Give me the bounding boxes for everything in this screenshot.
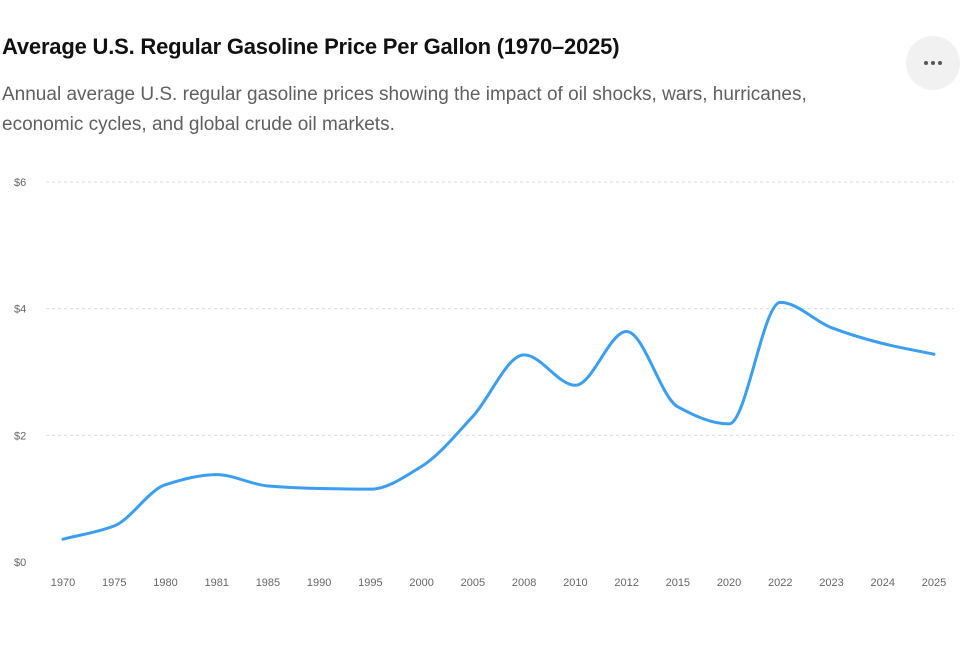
- series-line-gas-price: [61, 300, 936, 541]
- more-horizontal-icon: [924, 61, 942, 65]
- x-tick-label: 1980: [153, 577, 177, 589]
- x-tick-label: 1981: [204, 577, 228, 589]
- x-tick-label: 1990: [307, 577, 331, 589]
- x-tick-label: 2022: [768, 577, 792, 589]
- grid-lines: [46, 181, 954, 436]
- y-tick-label: $4: [14, 304, 26, 316]
- x-tick-label: 2008: [512, 577, 536, 589]
- chart-title: Average U.S. Regular Gasoline Price Per …: [2, 34, 620, 59]
- x-tick-label: 2010: [563, 577, 587, 589]
- x-tick-label: 1970: [51, 577, 75, 589]
- x-tick-label: 2015: [666, 577, 690, 589]
- x-tick-label: 2000: [409, 577, 433, 589]
- x-tick-label: 1975: [102, 577, 126, 589]
- x-tick-label: 2012: [614, 577, 638, 589]
- y-tick-label: $0: [14, 557, 26, 569]
- x-tick-label: 1995: [358, 577, 382, 589]
- x-axis-ticks: 1970 1975 1980 1981 1985 1990 1995 2000 2005 2008…: [51, 577, 946, 589]
- more-options-button[interactable]: [906, 36, 960, 90]
- x-tick-label: 2005: [461, 577, 485, 589]
- x-tick-label: 1985: [256, 577, 280, 589]
- x-tick-label: 2025: [922, 577, 946, 589]
- y-tick-label: $2: [14, 430, 26, 442]
- x-tick-label: 2024: [871, 577, 895, 589]
- chart-subtitle: Annual average U.S. regular gasoline pri…: [2, 84, 807, 135]
- y-tick-label: $6: [14, 177, 26, 189]
- x-tick-label: 2020: [717, 577, 741, 589]
- x-tick-label: 2023: [819, 577, 843, 589]
- y-axis-ticks: $0 $2 $4 $6: [14, 177, 26, 569]
